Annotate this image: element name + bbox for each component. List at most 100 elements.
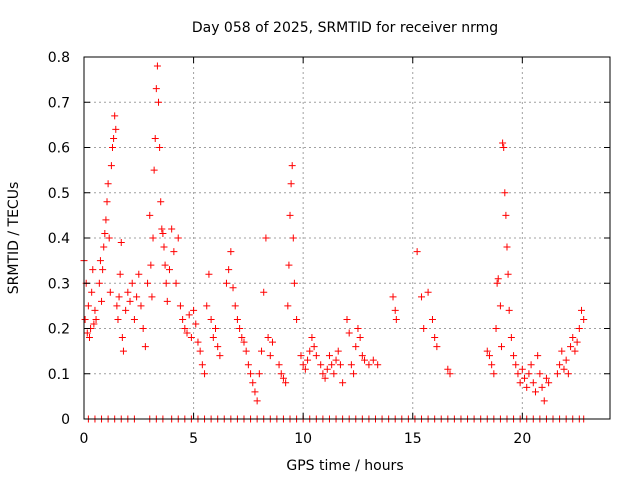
data-point: [299, 361, 307, 369]
y-axis-label: SRMTID / TECUs: [6, 182, 22, 295]
data-point: [413, 248, 421, 256]
data-point: [558, 347, 566, 355]
data-point: [560, 365, 568, 373]
data-point: [238, 334, 246, 342]
data-point: [433, 343, 441, 351]
data-point: [512, 361, 520, 369]
data-point: [356, 334, 364, 342]
data-point: [126, 297, 134, 305]
data-point: [207, 315, 215, 323]
data-point: [525, 370, 533, 378]
data-point: [347, 361, 355, 369]
x-axis-ticks: 0 5 10 15 20: [80, 57, 531, 447]
y-tick-label: 0: [61, 412, 70, 428]
data-point: [542, 374, 550, 382]
data-point: [95, 279, 103, 287]
data-point: [323, 365, 331, 373]
data-point: [258, 347, 266, 355]
data-point: [285, 261, 293, 269]
data-point: [225, 266, 233, 274]
data-point: [162, 279, 170, 287]
data-point: [161, 261, 169, 269]
data-point: [446, 370, 454, 378]
data-point: [374, 361, 382, 369]
x-tick-label: 5: [189, 431, 198, 447]
data-point: [328, 361, 336, 369]
data-point: [289, 234, 297, 242]
data-point: [529, 379, 537, 387]
data-point: [122, 306, 130, 314]
data-point: [365, 361, 373, 369]
data-point: [332, 356, 340, 364]
data-point: [431, 334, 439, 342]
x-tick-label: 0: [80, 431, 89, 447]
data-point: [389, 293, 397, 301]
data-point: [133, 293, 141, 301]
data-point: [144, 279, 152, 287]
data-point: [369, 356, 377, 364]
data-point: [312, 352, 320, 360]
data-point: [325, 352, 333, 360]
data-point: [111, 112, 119, 120]
data-points: [80, 62, 588, 423]
data-point: [504, 270, 512, 278]
data-point: [279, 374, 287, 382]
data-point: [176, 302, 184, 310]
data-point: [83, 329, 91, 337]
data-point: [492, 325, 500, 332]
data-point: [172, 279, 180, 287]
data-point: [527, 361, 535, 369]
data-point: [196, 347, 204, 355]
data-point: [290, 279, 298, 287]
data-point: [500, 144, 508, 151]
data-point: [578, 306, 586, 314]
data-point: [268, 338, 276, 346]
data-point: [181, 325, 189, 332]
data-point: [503, 243, 511, 251]
data-point: [317, 361, 325, 369]
y-tick-label: 0.6: [48, 141, 70, 157]
data-point: [494, 275, 502, 283]
x-tick-label: 10: [294, 431, 312, 447]
data-point: [505, 306, 513, 314]
grid-lines: [84, 57, 610, 419]
data-point: [187, 334, 195, 342]
data-point: [150, 166, 158, 174]
data-point: [85, 334, 93, 342]
data-point: [287, 180, 295, 188]
data-point: [286, 211, 294, 219]
data-point: [107, 162, 115, 170]
y-tick-label: 0.5: [48, 186, 70, 202]
data-point: [205, 270, 213, 278]
x-tick-label: 15: [404, 431, 422, 447]
data-point: [301, 365, 309, 373]
data-point: [275, 361, 283, 369]
data-point: [251, 388, 259, 396]
data-point: [483, 347, 491, 355]
data-point: [89, 266, 97, 274]
y-tick-label: 0.7: [48, 95, 70, 111]
data-point: [148, 293, 156, 301]
data-point: [222, 279, 230, 287]
data-point: [227, 248, 235, 256]
data-point: [266, 352, 274, 360]
data-point: [119, 347, 127, 355]
y-tick-label: 0.2: [48, 322, 70, 338]
data-point: [240, 338, 248, 346]
data-point: [114, 315, 122, 323]
data-point: [352, 343, 360, 351]
y-tick-label: 0.1: [48, 367, 70, 383]
data-point: [488, 361, 496, 369]
data-point: [564, 370, 572, 378]
data-point: [159, 229, 167, 237]
data-point: [361, 356, 369, 364]
data-point: [139, 325, 147, 332]
data-point: [146, 211, 154, 219]
data-point: [510, 352, 518, 360]
data-point: [117, 239, 125, 247]
data-point: [92, 315, 100, 323]
data-point: [157, 198, 165, 206]
data-point: [124, 288, 132, 296]
data-point: [203, 302, 211, 310]
data-point: [192, 320, 200, 328]
